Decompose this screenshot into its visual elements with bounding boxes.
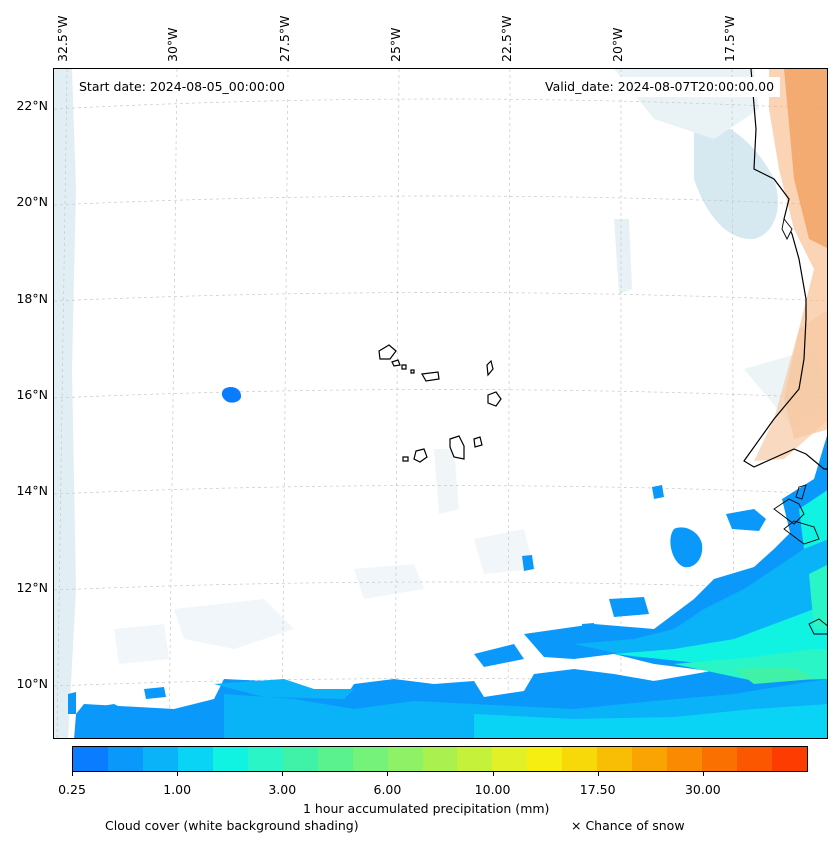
lat-label-22n: 22°N <box>16 98 48 113</box>
colorbar-tick-mark <box>177 772 179 776</box>
colorbar-tick-label: 0.25 <box>58 782 86 797</box>
colorbar-segment <box>73 747 108 771</box>
colorbar-tick-label: 10.00 <box>474 782 511 797</box>
lon-label-32-5w: 32.5°W <box>55 15 70 62</box>
cloud-cover-shading <box>54 69 827 738</box>
colorbar-segment <box>492 747 528 771</box>
lon-label-27-5w: 27.5°W <box>277 15 292 62</box>
colorbar-tick-mark <box>282 772 284 776</box>
cloud-cover-legend: Cloud cover (white background shading) <box>105 818 359 833</box>
colorbar-segment <box>177 747 213 771</box>
cape-verde-islands <box>378 344 502 463</box>
colorbar-segment <box>352 747 388 771</box>
colorbar-segment <box>317 747 353 771</box>
colorbar-tick-label: 30.00 <box>684 782 721 797</box>
colorbar-segment <box>247 747 283 771</box>
colorbar-segment <box>737 747 773 771</box>
lat-label-20n: 20°N <box>16 194 48 209</box>
colorbar-segment <box>457 747 493 771</box>
colorbar-label: 1 hour accumulated precipitation (mm) <box>303 801 550 816</box>
lat-label-18n: 18°N <box>16 291 48 306</box>
colorbar-tick-label: 17.50 <box>579 782 616 797</box>
lon-label-17-5w: 17.5°W <box>722 15 737 62</box>
precipitation-colorbar <box>72 746 808 772</box>
colorbar-segment <box>282 747 318 771</box>
lon-label-22-5w: 22.5°W <box>499 15 514 62</box>
colorbar-segment <box>107 747 143 771</box>
snow-legend: × Chance of snow <box>571 818 685 833</box>
colorbar-segment <box>772 747 808 771</box>
colorbar-tick-label: 1.00 <box>163 782 192 797</box>
colorbar-tick-mark <box>72 772 73 776</box>
colorbar-segment <box>387 747 423 771</box>
lon-label-20w: 20°W <box>610 27 625 62</box>
lat-label-10n: 10°N <box>16 676 48 691</box>
lat-label-12n: 12°N <box>16 580 48 595</box>
colorbar-segment <box>562 747 598 771</box>
lat-label-16n: 16°N <box>16 387 48 402</box>
colorbar-segment <box>422 747 458 771</box>
lon-label-25w: 25°W <box>388 27 403 62</box>
colorbar-segment <box>702 747 738 771</box>
lat-label-14n: 14°N <box>16 483 48 498</box>
valid-date-label: Valid_date: 2024-08-07T20:00:00.00 <box>539 77 781 97</box>
colorbar-tick-mark <box>387 772 389 776</box>
colorbar-segment <box>527 747 563 771</box>
colorbar-segment <box>212 747 248 771</box>
land-shading <box>754 69 827 461</box>
colorbar-tick-mark <box>597 772 599 776</box>
map-canvas <box>54 69 827 738</box>
colorbar-segment <box>667 747 703 771</box>
colorbar-tick-mark <box>702 772 704 776</box>
colorbar-tick-label: 6.00 <box>373 782 402 797</box>
map-panel <box>53 68 828 739</box>
colorbar-segment <box>142 747 178 771</box>
start-date-label: Start date: 2024-08-05_00:00:00 <box>73 77 291 97</box>
precipitation-field <box>68 387 827 738</box>
lon-label-30w: 30°W <box>165 27 180 62</box>
colorbar-tick-mark <box>492 772 494 776</box>
colorbar-tick-label: 3.00 <box>268 782 297 797</box>
colorbar-segment <box>632 747 668 771</box>
coastlines <box>743 69 827 635</box>
colorbar-segment <box>597 747 633 771</box>
